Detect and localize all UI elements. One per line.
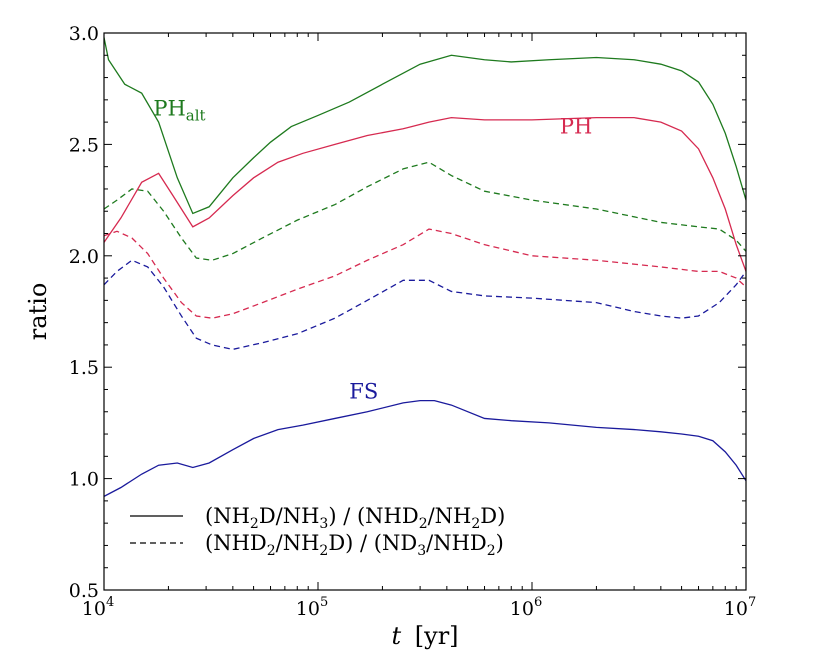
series-ph-solid [104, 117, 746, 272]
legend-label-solid: (NH2D/NH3) / (NHD2/NH2D) [205, 504, 505, 532]
x-tick-label: 107 [724, 595, 756, 620]
legend: (NH2D/NH3) / (NHD2/NH2D)(NHD2/NH2D) / (N… [130, 504, 505, 559]
y-tick-label: 2.5 [69, 134, 99, 156]
series-ph-alt-solid [104, 37, 746, 215]
series-ph-dashed [104, 228, 746, 319]
series-ph-alt-dashed [104, 161, 746, 261]
plot-frame [103, 32, 747, 591]
label-ph-alt: PHalt [153, 96, 205, 124]
x-tick-label: 104 [82, 595, 114, 620]
series-fs-solid [104, 399, 746, 497]
series-layer [104, 37, 746, 497]
axes [103, 32, 747, 591]
legend-label-dashed: (NHD2/NH2D) / (ND3/NHD2) [205, 531, 504, 559]
y-tick-label: 1.0 [69, 469, 99, 491]
ticks: 0.5 1.0 1.5 2.0 2.5 3.0 104 105 106 107 [69, 23, 756, 620]
y-tick-label: 2.0 [69, 246, 99, 268]
annotation-layer: PHalt PH FS [153, 96, 592, 403]
x-axis-title: t [yr] [391, 622, 458, 650]
x-tick-label: 105 [296, 595, 328, 620]
y-tick-label: 3.0 [69, 23, 99, 45]
x-axis-unit: [yr] [415, 622, 459, 650]
y-tick-label: 1.5 [69, 357, 99, 379]
x-tick-label: 106 [510, 595, 542, 620]
label-ph: PH [560, 114, 592, 138]
y-tick-label: 0.5 [69, 580, 99, 602]
y-axis-title: ratio [24, 283, 52, 341]
label-fs: FS [349, 379, 378, 403]
x-axis-variable: t [391, 622, 401, 650]
series-fs-dashed [104, 259, 746, 351]
